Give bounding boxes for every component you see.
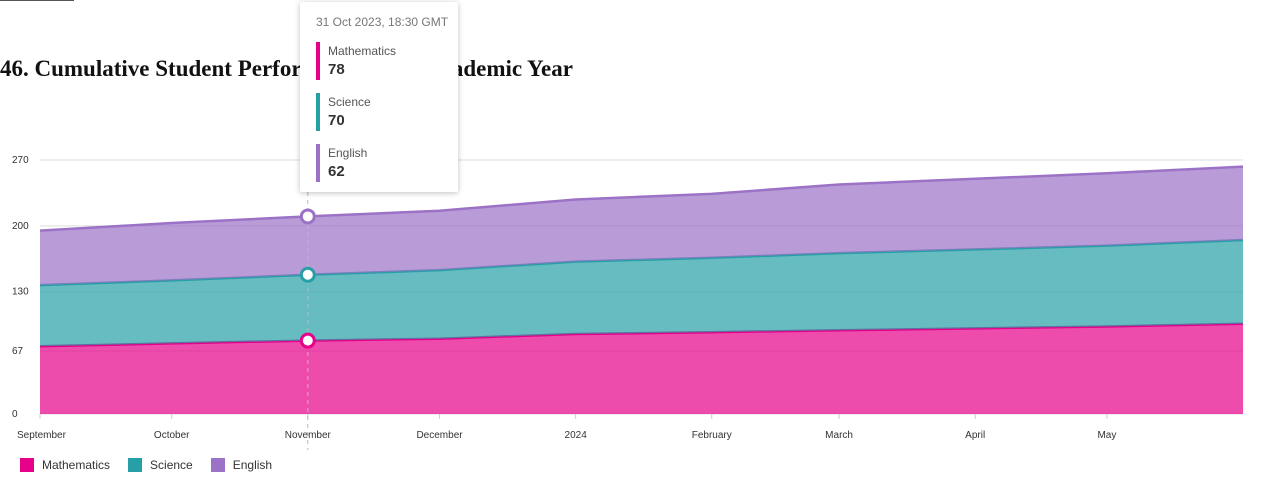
tooltip-color-bar bbox=[316, 93, 320, 131]
tooltip-color-bar bbox=[316, 42, 320, 80]
tooltip-series-value: 78 bbox=[328, 61, 345, 78]
legend: Mathematics Science English bbox=[20, 458, 272, 472]
line-english bbox=[39, 165, 1244, 232]
x-tick-label: April bbox=[965, 430, 985, 441]
area-mathematics[interactable] bbox=[40, 323, 1243, 414]
x-tick-label: September bbox=[17, 430, 67, 441]
y-tick-label: 200 bbox=[12, 221, 29, 232]
x-tick-label: February bbox=[692, 430, 732, 441]
y-tick-label: 67 bbox=[12, 346, 24, 357]
hover-point-science[interactable] bbox=[299, 266, 316, 283]
tooltip-entry-english: English 62 bbox=[316, 144, 367, 182]
y-tick-label: 0 bbox=[12, 409, 18, 420]
hover-point-english[interactable] bbox=[299, 208, 316, 225]
line-mathematics bbox=[39, 322, 1244, 348]
y-tick-label: 130 bbox=[12, 287, 29, 298]
x-tick-label: December bbox=[416, 430, 463, 441]
tooltip-date: 31 Oct 2023, 18:30 GMT bbox=[316, 15, 449, 29]
legend-label: Science bbox=[150, 458, 193, 472]
x-tick-label: May bbox=[1097, 430, 1116, 441]
x-tick-label: March bbox=[825, 430, 853, 441]
tooltip-series-name: Science bbox=[328, 95, 371, 109]
legend-swatch bbox=[128, 458, 143, 472]
area-english[interactable] bbox=[40, 166, 1243, 286]
legend-item-english[interactable]: English bbox=[210, 458, 273, 472]
chart-title: 46. Cumulative Student Performance Over … bbox=[0, 56, 573, 81]
y-tick-label: 270 bbox=[12, 155, 29, 166]
x-tick-label: 2024 bbox=[565, 430, 588, 441]
series-areas bbox=[39, 165, 1244, 414]
tooltip-series-value: 70 bbox=[328, 112, 345, 129]
legend-swatch bbox=[20, 458, 34, 472]
legend-label: Mathematics bbox=[42, 458, 111, 472]
tooltip-series-name: English bbox=[328, 146, 368, 160]
tooltip-series-name: Mathematics bbox=[328, 44, 397, 58]
area-science[interactable] bbox=[40, 240, 1243, 347]
legend-swatch bbox=[210, 458, 225, 472]
legend-item-mathematics[interactable]: Mathematics bbox=[20, 458, 110, 472]
tooltip-entry-mathematics: Mathematics 78 bbox=[316, 42, 396, 80]
tooltip-entry-science: Science 70 bbox=[316, 93, 371, 131]
tooltip-color-bar bbox=[316, 144, 320, 182]
line-science bbox=[39, 238, 1244, 287]
tooltip-series-value: 62 bbox=[328, 163, 345, 180]
hover-markers bbox=[299, 192, 316, 450]
legend-label: English bbox=[232, 458, 273, 472]
x-tick-label: October bbox=[154, 430, 190, 441]
tooltip: 31 Oct 2023, 18:30 GMT Mathematics 78 Sc… bbox=[300, 2, 458, 192]
top-rule bbox=[0, 0, 74, 1]
legend-item-science[interactable]: Science bbox=[128, 458, 193, 472]
hover-point-mathematics[interactable] bbox=[299, 332, 316, 349]
